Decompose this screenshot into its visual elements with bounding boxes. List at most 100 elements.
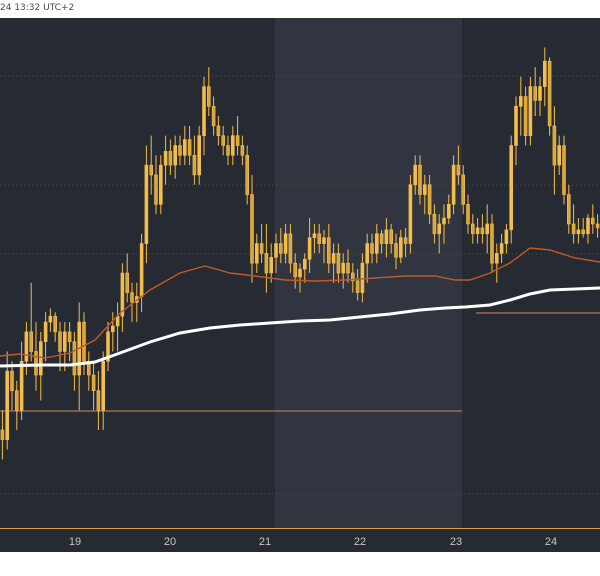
- candle-body: [120, 272, 125, 317]
- candle-body: [427, 184, 432, 215]
- candle-body: [591, 217, 595, 225]
- candle-body: [576, 229, 581, 235]
- candle-body: [351, 272, 355, 282]
- candle-body: [547, 60, 552, 127]
- candle-body: [216, 125, 221, 136]
- candle-body: [53, 315, 57, 333]
- candle-body: [111, 325, 115, 333]
- ma-fast-line: [0, 247, 600, 359]
- candle-body: [317, 233, 321, 244]
- chart-area[interactable]: 19 20 21 22 23 24: [0, 18, 600, 552]
- candle-body: [250, 194, 254, 264]
- candle-body: [264, 253, 269, 274]
- candle-body: [528, 86, 533, 136]
- candle-body: [34, 351, 38, 376]
- candle-body: [595, 223, 600, 229]
- candle-body: [163, 151, 168, 166]
- candle-body: [192, 155, 197, 176]
- candle-body: [336, 253, 341, 274]
- candle-body: [269, 257, 273, 274]
- candle-body: [514, 105, 518, 146]
- candle-body: [207, 86, 211, 107]
- candle-body: [485, 223, 489, 235]
- candle-body: [389, 229, 393, 244]
- candle-body: [39, 341, 43, 376]
- candle-body: [187, 139, 192, 156]
- candle-body: [72, 341, 77, 376]
- candle-body: [235, 135, 240, 146]
- x-tick-label: 21: [259, 536, 271, 548]
- candle-body: [499, 243, 504, 254]
- candle-body: [288, 233, 293, 264]
- bottom-strip: [0, 552, 600, 576]
- candle-body: [581, 229, 585, 235]
- candle-body: [571, 223, 576, 235]
- candle-body: [221, 135, 225, 146]
- candle-body: [418, 164, 422, 195]
- candle-body: [423, 184, 427, 195]
- candle-body: [399, 237, 403, 258]
- candle-body: [255, 243, 259, 264]
- candle-body: [480, 227, 485, 235]
- candle-body: [504, 229, 509, 244]
- chart-timestamp: 24 13:32 UTC+2: [0, 3, 75, 13]
- candle-body: [370, 243, 374, 254]
- candle-body: [331, 253, 336, 264]
- candle-body: [466, 204, 470, 225]
- candle-body: [125, 272, 129, 293]
- candle-body: [538, 86, 542, 101]
- candle-body: [154, 174, 158, 205]
- candle-body: [403, 237, 408, 244]
- candle-body: [67, 331, 72, 342]
- candle-body: [298, 268, 302, 278]
- candle-body: [461, 174, 465, 205]
- candle-body: [408, 184, 413, 244]
- candle-body: [552, 125, 557, 166]
- candle-body: [413, 164, 417, 186]
- candle-body: [456, 164, 461, 176]
- candle-body: [360, 262, 365, 293]
- candle-body: [312, 233, 317, 238]
- candle-body: [96, 390, 101, 411]
- x-tick-label: 24: [545, 536, 557, 548]
- candle-body: [279, 243, 283, 254]
- candle-body: [149, 164, 153, 176]
- candle-body: [178, 145, 182, 156]
- candle-body: [322, 237, 326, 244]
- candle-body: [240, 145, 245, 156]
- candle-body: [183, 139, 187, 156]
- candle-body: [91, 374, 96, 391]
- candle-body: [451, 164, 456, 205]
- candle-body: [19, 360, 24, 411]
- candle-body: [159, 164, 163, 205]
- candle-body: [58, 331, 62, 352]
- candle-body: [346, 262, 350, 274]
- ma-slow-line: [0, 286, 600, 368]
- x-tick-label: 22: [354, 536, 366, 548]
- candle-body: [557, 145, 561, 166]
- candle-body: [495, 253, 499, 264]
- candle-body: [523, 96, 528, 136]
- candle-body: [562, 145, 566, 195]
- candle-body: [173, 145, 177, 166]
- session-band: [275, 18, 462, 528]
- x-axis-background: [0, 528, 600, 552]
- candle-body: [307, 237, 312, 260]
- candle-body: [447, 204, 451, 219]
- candle-body: [130, 292, 134, 303]
- candle-body: [15, 390, 19, 411]
- candle-body: [384, 229, 389, 244]
- candle-body: [10, 370, 14, 391]
- candle-body: [197, 135, 201, 176]
- x-tick-label: 19: [69, 536, 81, 548]
- price-chart[interactable]: 19 20 21 22 23 24: [0, 18, 600, 552]
- candle-body: [43, 321, 48, 342]
- candle-body: [202, 86, 206, 136]
- candle-body: [274, 243, 278, 258]
- candle-body: [48, 315, 53, 323]
- candle-body: [365, 243, 369, 264]
- candle-body: [5, 370, 9, 441]
- candle-body: [567, 194, 571, 225]
- candle-body: [437, 223, 441, 235]
- candle-body: [24, 331, 29, 362]
